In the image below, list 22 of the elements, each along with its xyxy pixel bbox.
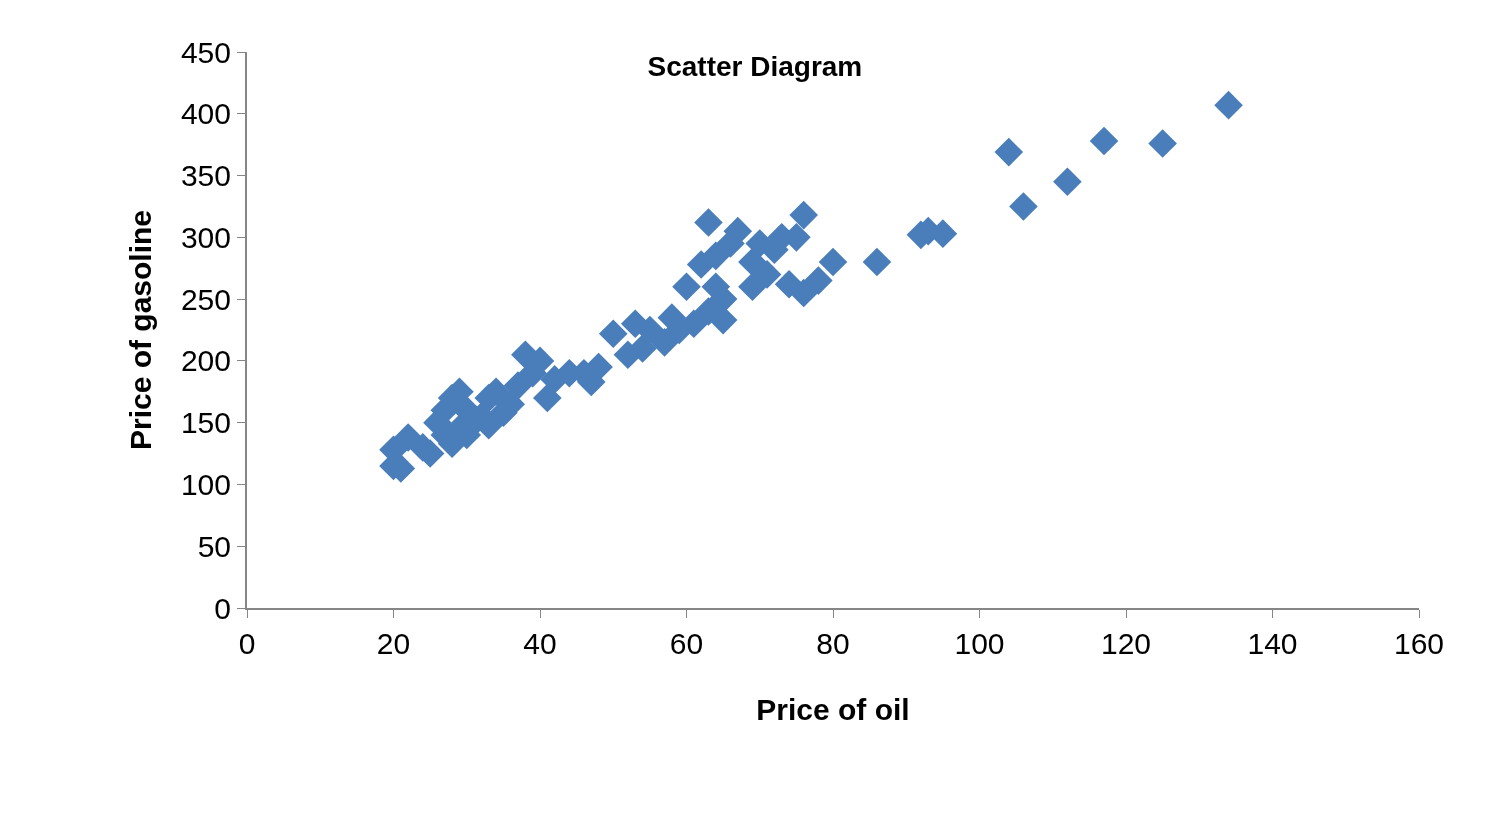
- chart-title: Scatter Diagram: [647, 51, 863, 83]
- x-tick-label: 100: [954, 627, 1005, 660]
- x-axis-title: Price of oil: [756, 693, 910, 726]
- y-tick-label: 200: [180, 344, 231, 378]
- y-axis-title: Price of gasoline: [124, 209, 158, 451]
- y-tick-label: 0: [214, 591, 231, 625]
- y-tick-label: 450: [180, 35, 231, 69]
- x-tick-label: 80: [816, 627, 850, 660]
- y-tick-label: 250: [180, 282, 231, 316]
- y-tick-label: 350: [180, 159, 231, 193]
- y-tick-label: 300: [180, 220, 231, 254]
- x-tick-label: 140: [1247, 627, 1298, 660]
- y-tick-label: 50: [197, 529, 231, 563]
- x-tick-label: 120: [1100, 627, 1152, 660]
- y-tick-label: 100: [180, 467, 231, 501]
- x-tick-label: 40: [523, 627, 557, 660]
- x-tick-label: 60: [669, 627, 704, 660]
- x-tick-label: 160: [1393, 627, 1445, 660]
- y-tick-label: 150: [180, 406, 231, 440]
- x-tick-label: 0: [238, 627, 256, 660]
- y-tick-label: 400: [180, 97, 231, 131]
- x-tick-label: 20: [376, 627, 411, 660]
